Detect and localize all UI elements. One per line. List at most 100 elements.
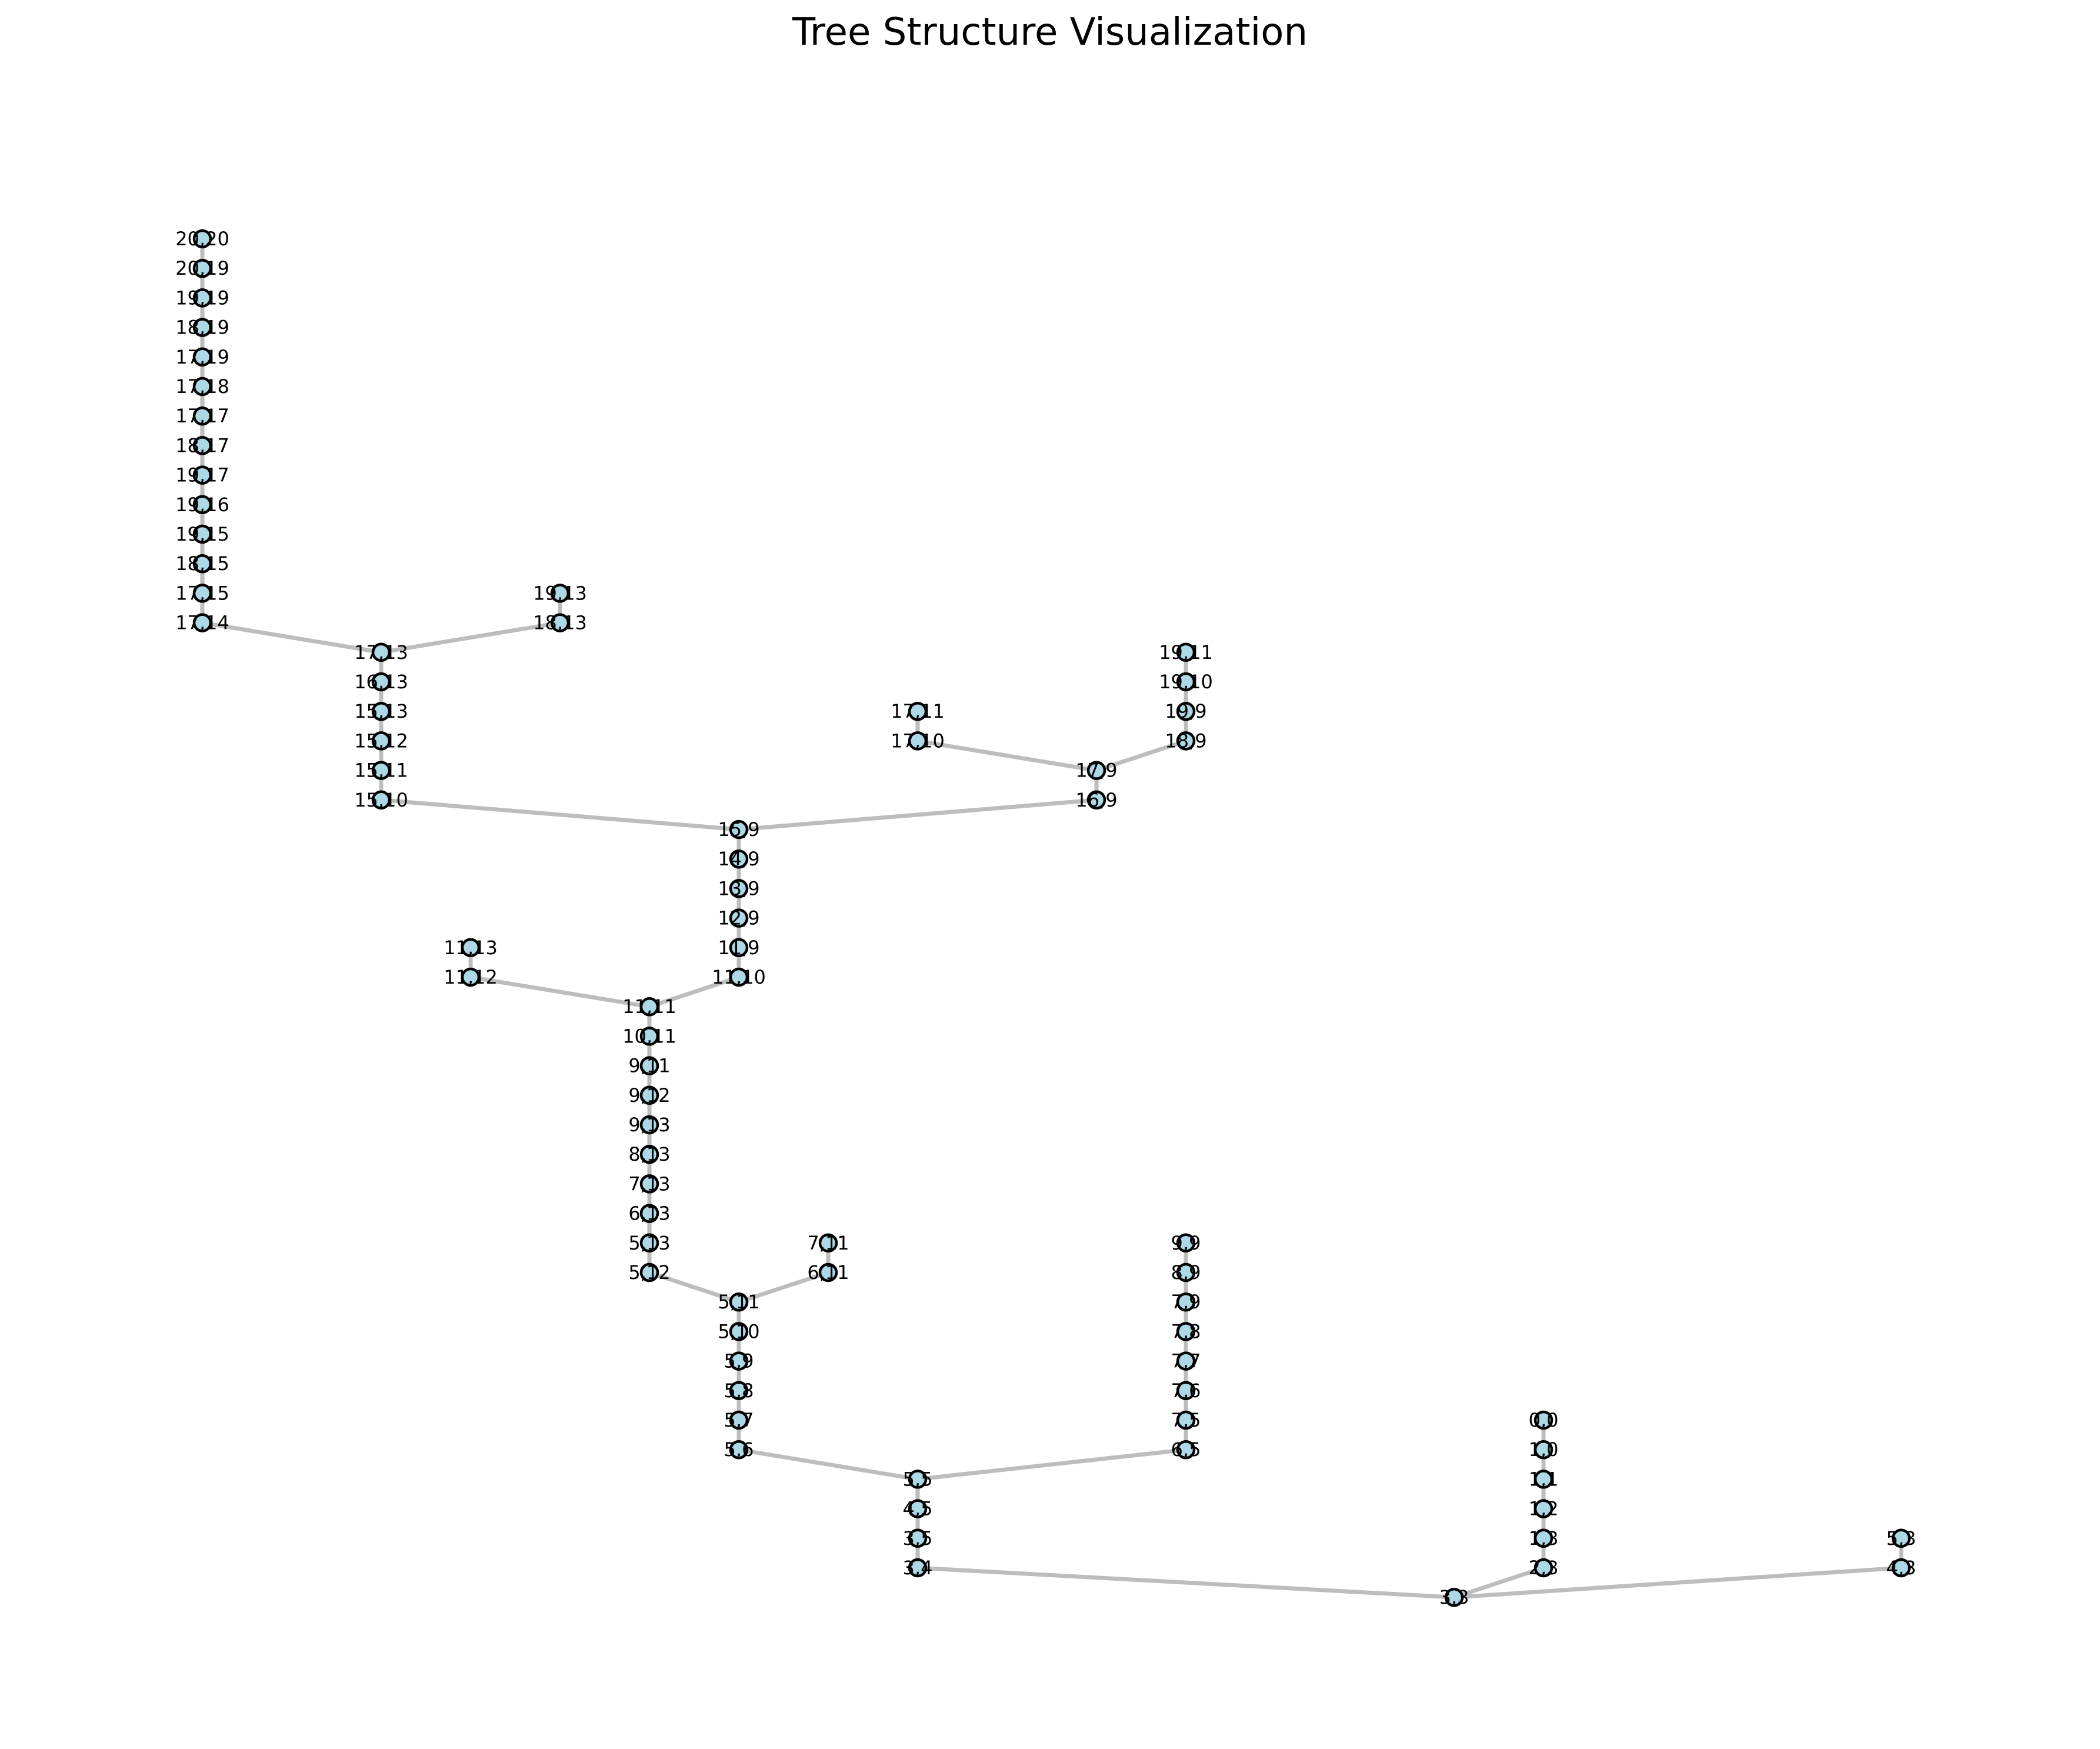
tree-node xyxy=(1176,1322,1196,1341)
node-label: 8,13 xyxy=(628,1143,670,1165)
node-label: 1,0 xyxy=(1529,1438,1559,1461)
tree-node xyxy=(1176,642,1196,662)
tree-node xyxy=(1444,1587,1464,1607)
tree-edge xyxy=(915,1447,1188,1481)
tree-node xyxy=(1176,1381,1196,1401)
tree-node xyxy=(192,495,212,515)
node-label: 5,3 xyxy=(1886,1527,1916,1550)
tree-node xyxy=(639,1233,659,1253)
node-label: 1,3 xyxy=(1529,1527,1559,1550)
tree-node xyxy=(371,672,391,692)
tree-edge xyxy=(736,1270,831,1304)
node-label: 11,13 xyxy=(444,937,498,959)
tree-node xyxy=(192,436,212,455)
tree-node xyxy=(1176,1262,1196,1282)
tree-node xyxy=(461,938,481,958)
node-label: 7,7 xyxy=(1171,1350,1201,1372)
tree-node xyxy=(639,1056,659,1075)
tree-node xyxy=(1534,1410,1554,1430)
tree-node xyxy=(371,761,391,780)
tree-node xyxy=(729,908,749,928)
node-label: 18,15 xyxy=(175,552,229,575)
node-label: 17,15 xyxy=(175,582,229,604)
node-label: 6,13 xyxy=(628,1202,670,1225)
node-label: 17,18 xyxy=(175,375,229,398)
tree-edge xyxy=(647,975,741,1009)
node-label: 6,11 xyxy=(807,1261,849,1284)
node-label: 5,7 xyxy=(724,1409,754,1431)
node-label: 17,11 xyxy=(891,700,945,722)
node-label: 20,20 xyxy=(175,228,229,250)
tree-node xyxy=(639,1204,659,1223)
node-label: 5,8 xyxy=(724,1380,754,1402)
node-label: 8,9 xyxy=(1171,1261,1201,1284)
tree-node xyxy=(192,258,212,278)
tree-node xyxy=(192,406,212,426)
node-label: 13,9 xyxy=(718,877,759,900)
node-label: 5,9 xyxy=(724,1350,754,1372)
node-label: 15,10 xyxy=(354,789,408,811)
node-label: 2,3 xyxy=(1529,1557,1559,1579)
node-label: 17,19 xyxy=(175,346,229,368)
node-label: 10,11 xyxy=(622,1025,676,1047)
tree-node xyxy=(1176,731,1196,751)
node-label: 5,5 xyxy=(903,1468,933,1490)
node-label: 15,12 xyxy=(354,729,408,752)
tree-node xyxy=(1534,1528,1554,1548)
edges-layer xyxy=(200,236,1904,1600)
tree-edge xyxy=(200,621,384,655)
node-label: 4,5 xyxy=(903,1498,933,1520)
tree-node xyxy=(729,938,749,958)
node-label: 19,11 xyxy=(1159,641,1213,664)
node-label: 19,15 xyxy=(175,523,229,545)
node-label: 16,9 xyxy=(1075,789,1117,811)
tree-node xyxy=(1176,1410,1196,1430)
node-label: 19,19 xyxy=(175,286,229,309)
tree-node xyxy=(192,347,212,367)
tree-node xyxy=(1176,701,1196,721)
node-label: 15,9 xyxy=(718,818,759,841)
tree-node xyxy=(639,1144,659,1164)
tree-node xyxy=(729,1322,749,1341)
node-label: 17,9 xyxy=(1075,759,1117,782)
tree-node xyxy=(1176,672,1196,692)
tree-node xyxy=(1891,1528,1911,1548)
labels-layer: 20,20 20,19 19,19 18,19 17,19 17,18 17,17 18,17… xyxy=(175,228,1916,1608)
tree-node xyxy=(550,613,570,632)
tree-node xyxy=(639,1085,659,1105)
node-label: 19,9 xyxy=(1165,700,1206,722)
node-label: 5,6 xyxy=(724,1438,754,1461)
node-label: 5,11 xyxy=(718,1291,759,1313)
tree-node xyxy=(818,1233,838,1253)
tree-edge xyxy=(468,975,652,1009)
tree-node xyxy=(639,1115,659,1135)
node-label: 3,3 xyxy=(1439,1586,1469,1608)
tree-node xyxy=(639,1262,659,1282)
tree-edge xyxy=(915,1565,1456,1600)
tree-node xyxy=(371,790,391,810)
node-label: 7,6 xyxy=(1171,1380,1201,1402)
node-label: 17,13 xyxy=(354,641,408,664)
tree-node xyxy=(1086,761,1106,780)
node-label: 19,10 xyxy=(1159,671,1213,693)
node-label: 15,13 xyxy=(354,700,408,722)
node-label: 11,12 xyxy=(444,966,498,988)
node-label: 6,5 xyxy=(1171,1438,1201,1461)
tree-node xyxy=(192,229,212,249)
tree-node xyxy=(729,1440,749,1460)
node-label: 7,11 xyxy=(807,1232,849,1254)
node-label: 0,0 xyxy=(1529,1409,1559,1431)
tree-node xyxy=(550,584,570,603)
tree-node xyxy=(1534,1440,1554,1460)
node-label: 18,19 xyxy=(175,317,229,339)
tree-node xyxy=(192,524,212,544)
tree-node xyxy=(729,1381,749,1401)
node-label: 17,14 xyxy=(175,612,229,634)
tree-node xyxy=(908,1558,928,1578)
tree-node xyxy=(818,1262,838,1282)
tree-node xyxy=(192,465,212,485)
node-label: 3,5 xyxy=(903,1527,933,1550)
tree-node xyxy=(639,1027,659,1046)
node-label: 5,12 xyxy=(628,1261,670,1284)
